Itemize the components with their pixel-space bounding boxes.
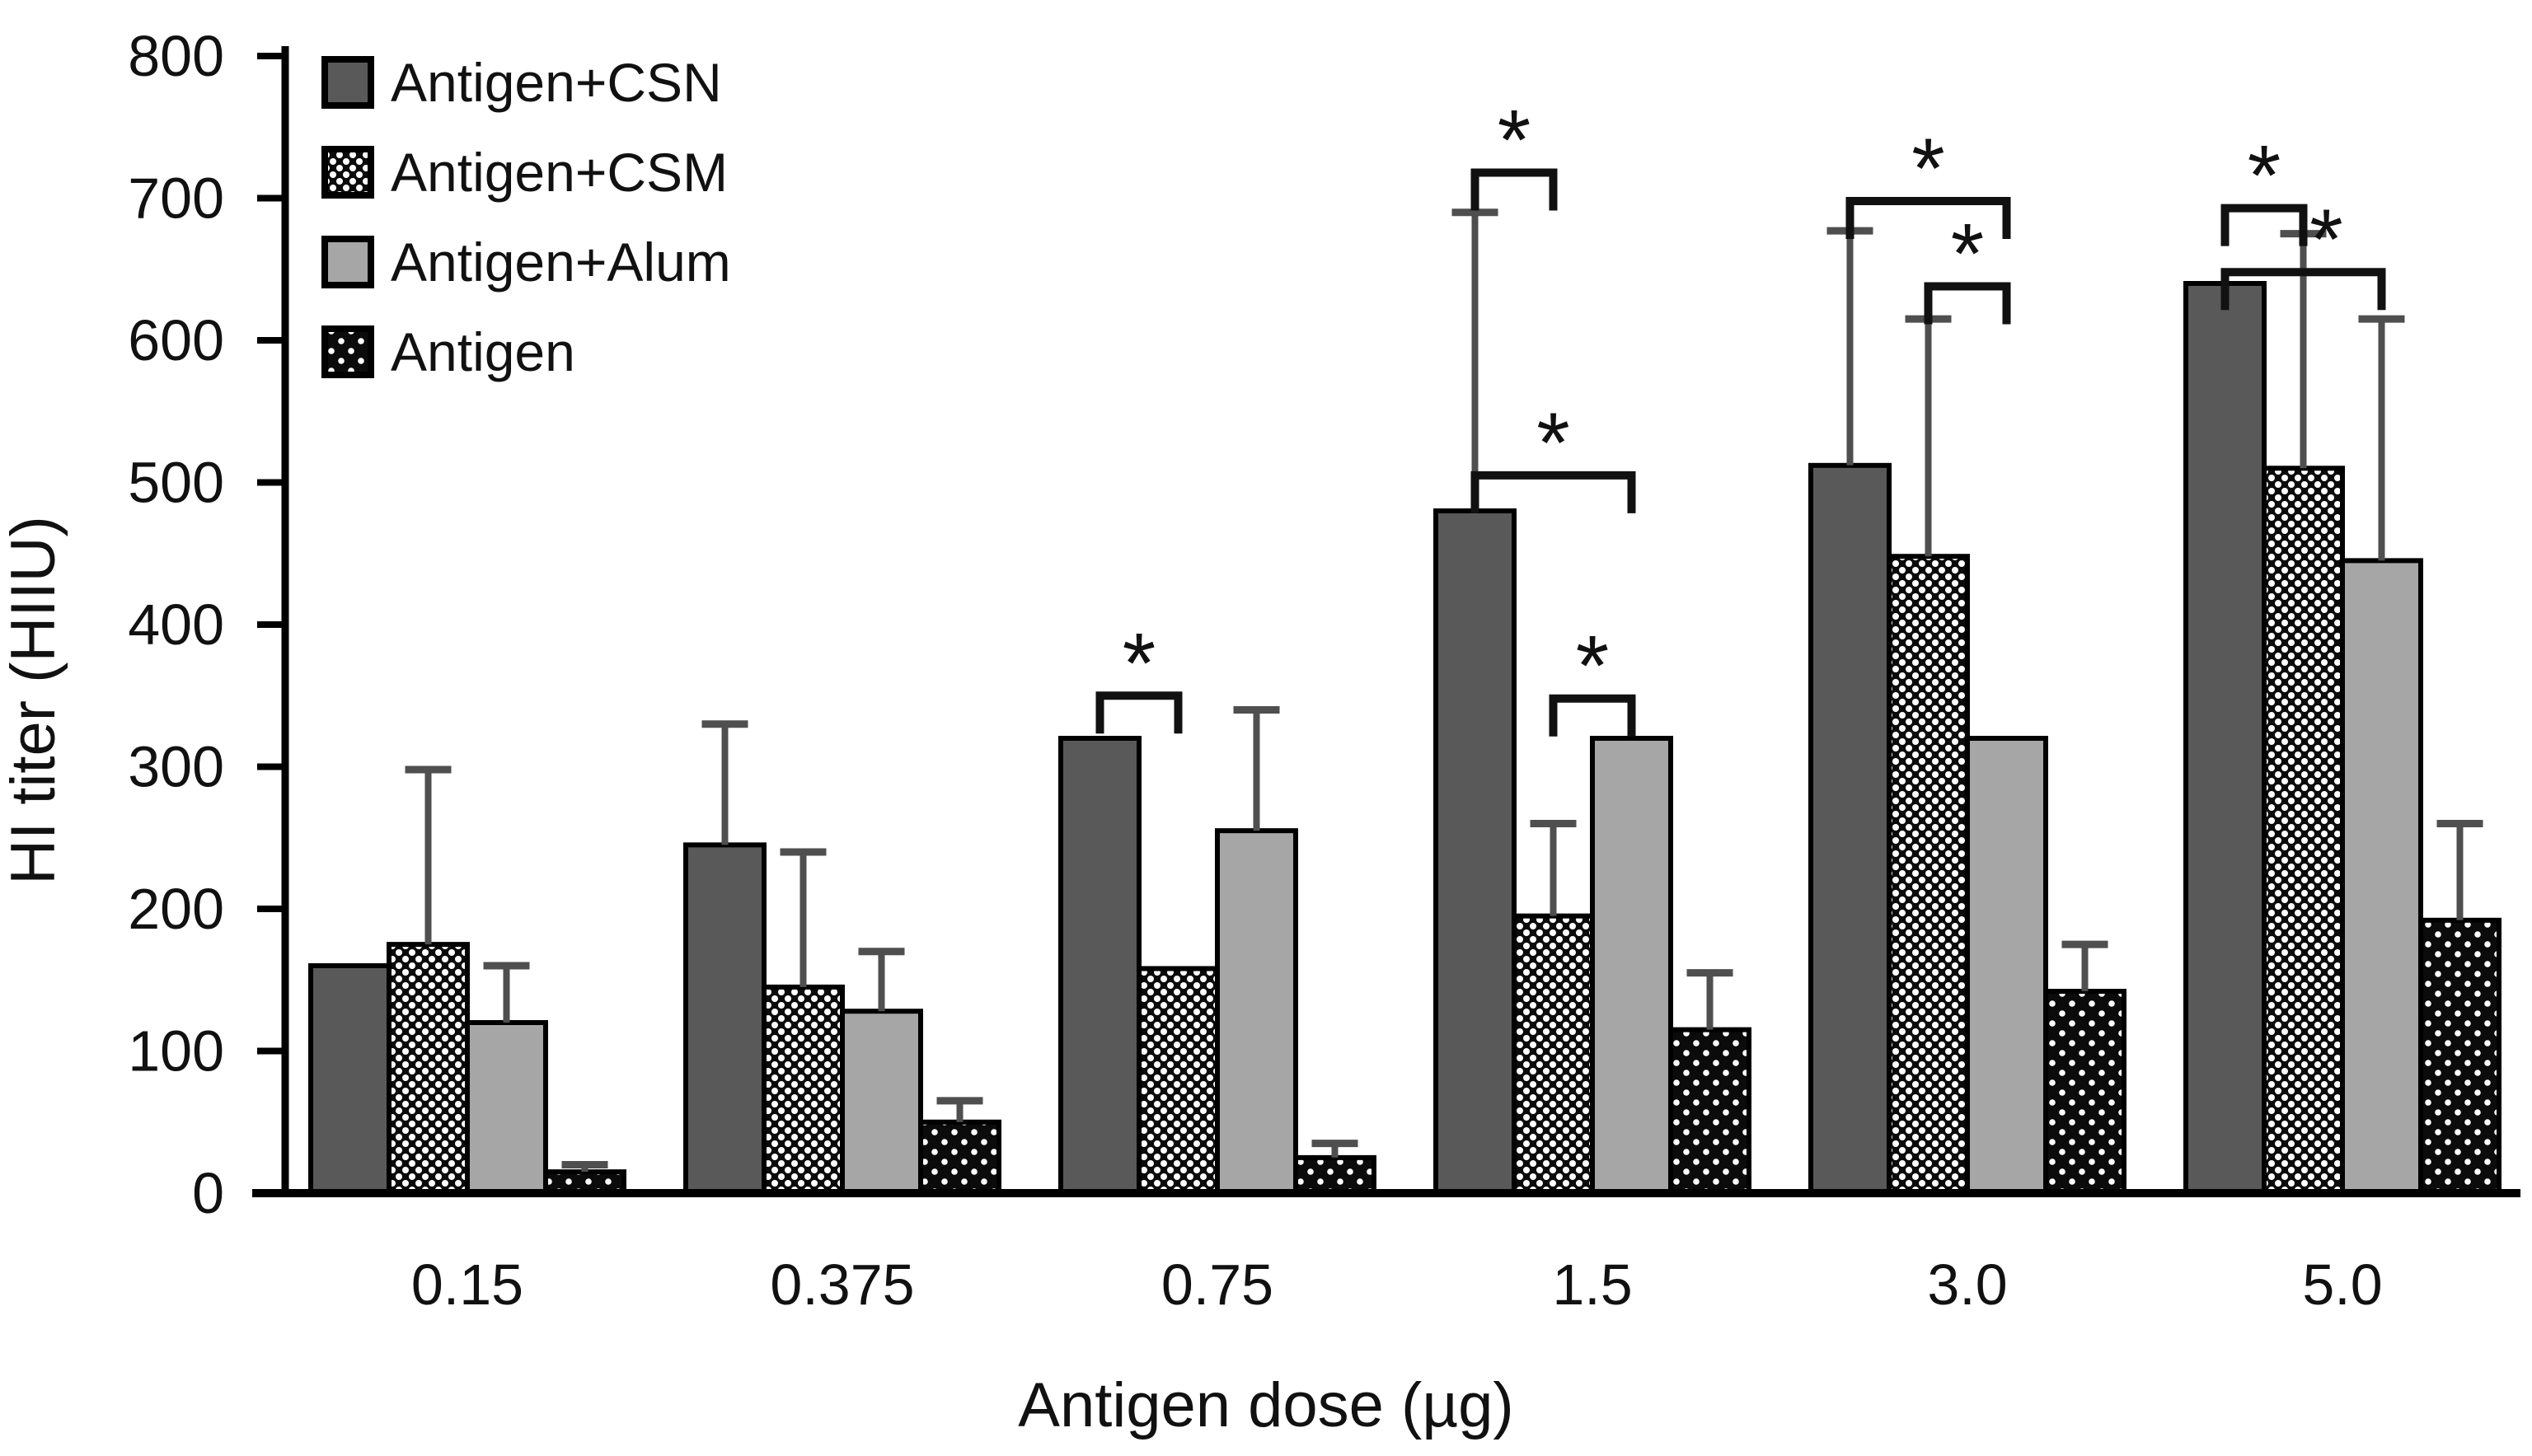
bar-antigen-csm-3.0 bbox=[1887, 554, 1970, 1197]
legend-label-antigen-alum: Antigen+Alum bbox=[391, 232, 731, 293]
x-category-label: 1.5 bbox=[1552, 1252, 1632, 1317]
legend-swatch-antigen bbox=[321, 325, 374, 378]
sig-asterisk: * bbox=[1123, 616, 1156, 711]
x-category-label: 5.0 bbox=[2302, 1252, 2382, 1317]
bar-antigen-csm-1.5 bbox=[1512, 913, 1595, 1197]
x-category-label: 0.15 bbox=[411, 1252, 523, 1317]
x-category-label: 3.0 bbox=[1927, 1252, 2007, 1317]
bar-antigen-alum-3.0 bbox=[1965, 736, 2048, 1197]
x-category-label: 0.375 bbox=[770, 1252, 914, 1317]
y-tick-label: 600 bbox=[128, 308, 224, 372]
y-tick-label: 0 bbox=[192, 1161, 224, 1225]
x-axis-title: Antigen dose (µg) bbox=[1018, 1370, 1513, 1440]
y-tick-label: 200 bbox=[128, 877, 224, 941]
bar-antigen-alum-1.5 bbox=[1590, 736, 1673, 1197]
bar-antigen-alum-0.375 bbox=[840, 1009, 923, 1197]
sig-bracket bbox=[1470, 471, 1636, 513]
y-tick-label: 500 bbox=[128, 451, 224, 515]
bar-antigen-csn-1.5 bbox=[1433, 508, 1517, 1197]
bar-antigen-alum-0.75 bbox=[1215, 828, 1298, 1197]
bar-antigen-alum-0.15 bbox=[465, 1020, 548, 1197]
sig-bracket bbox=[1845, 196, 2011, 239]
legend-label-antigen-csn: Antigen+CSN bbox=[391, 52, 722, 113]
y-tick-label: 300 bbox=[128, 735, 224, 799]
bar-antigen-1.5 bbox=[1668, 1027, 1751, 1197]
sig-bracket bbox=[2220, 268, 2386, 311]
sig-bracket bbox=[2220, 204, 2308, 246]
bar-antigen-csn-0.75 bbox=[1058, 736, 1142, 1197]
legend-label-antigen-csm: Antigen+CSM bbox=[391, 142, 728, 203]
bar-antigen-csn-5.0 bbox=[2183, 281, 2267, 1197]
legend-label-antigen: Antigen bbox=[391, 321, 575, 382]
y-tick-label: 700 bbox=[128, 166, 224, 231]
sig-asterisk: * bbox=[1911, 121, 1944, 217]
bar-antigen-alum-5.0 bbox=[2340, 558, 2423, 1197]
bar-antigen-csm-0.375 bbox=[762, 984, 845, 1197]
y-tick-label: 400 bbox=[128, 592, 224, 657]
sig-bracket bbox=[1924, 282, 2011, 325]
bar-antigen-csn-0.375 bbox=[683, 842, 767, 1197]
legend-swatch-antigen-alum bbox=[321, 236, 374, 288]
sig-bracket bbox=[1549, 694, 1636, 737]
bar-antigen-csn-3.0 bbox=[1808, 462, 1892, 1197]
bar-antigen-csm-5.0 bbox=[2262, 466, 2345, 1197]
y-tick-label: 800 bbox=[128, 24, 224, 88]
sig-asterisk: * bbox=[1498, 92, 1531, 188]
bar-antigen-5.0 bbox=[2418, 917, 2502, 1198]
bar-antigen-csm-0.75 bbox=[1137, 966, 1220, 1197]
sig-bracket bbox=[1095, 691, 1183, 734]
x-category-label: 0.75 bbox=[1161, 1252, 1273, 1317]
y-axis-title: HI titer (HIIU) bbox=[0, 516, 68, 885]
bar-antigen-0.375 bbox=[918, 1119, 1001, 1197]
sig-asterisk: * bbox=[2309, 192, 2342, 288]
bar-antigen-csm-0.15 bbox=[387, 942, 470, 1197]
y-tick-label: 100 bbox=[128, 1019, 224, 1084]
legend-swatch-antigen-csm bbox=[321, 146, 374, 199]
sig-asterisk: * bbox=[1536, 396, 1569, 491]
sig-asterisk: * bbox=[1576, 619, 1609, 714]
bar-antigen-csn-0.15 bbox=[308, 963, 392, 1197]
bar-antigen-3.0 bbox=[2043, 989, 2126, 1198]
legend-swatch-antigen-csn bbox=[321, 56, 374, 109]
sig-asterisk: * bbox=[2248, 129, 2281, 224]
sig-asterisk: * bbox=[1951, 206, 1984, 302]
sig-bracket bbox=[1470, 168, 1558, 211]
